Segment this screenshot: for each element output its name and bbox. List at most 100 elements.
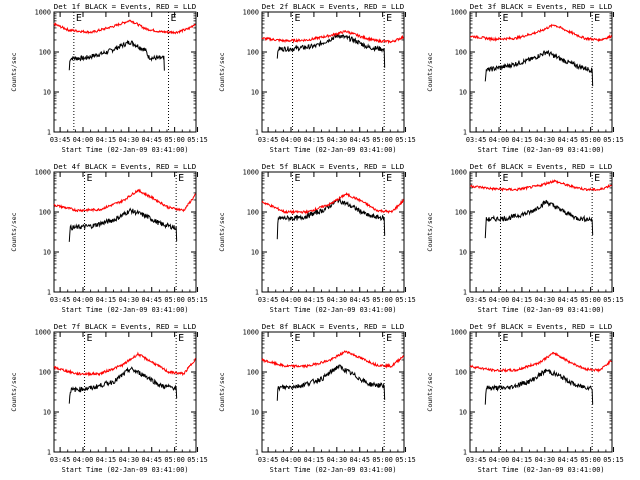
panel-det-5: Det 5f BLACK = Events, RED = LLD Counts/s… bbox=[218, 162, 416, 314]
y-axis-label: Counts/sec bbox=[10, 372, 18, 411]
x-tick-label: 05:15 bbox=[187, 456, 207, 464]
y-tick-label: 100 bbox=[455, 209, 467, 217]
x-tick-label: 03:45 bbox=[50, 296, 70, 304]
series-events-line bbox=[276, 33, 386, 68]
x-tick-label: 05:00 bbox=[372, 136, 392, 144]
y-tick-label: 10 bbox=[459, 89, 467, 97]
y-tick-label: 1 bbox=[47, 289, 51, 297]
x-axis-label: Start Time (02-Jan-09 03:41:00) bbox=[478, 306, 605, 314]
y-axis-label: Counts/sec bbox=[218, 212, 226, 251]
event-marker-label: E bbox=[503, 13, 509, 24]
x-axis-label: Start Time (02-Jan-09 03:41:00) bbox=[270, 146, 397, 154]
x-tick-label: 05:00 bbox=[164, 296, 184, 304]
x-tick-label: 03:45 bbox=[466, 296, 486, 304]
x-tick-label: 03:45 bbox=[258, 456, 278, 464]
y-axis-label: Counts/sec bbox=[10, 52, 18, 91]
series-lld-line bbox=[53, 19, 196, 35]
panel-det-7: Det 7f BLACK = Events, RED = LLD Counts/s… bbox=[10, 322, 208, 474]
x-tick-label: 04:45 bbox=[349, 136, 369, 144]
plot-frame bbox=[53, 331, 197, 453]
x-tick-label: 04:00 bbox=[489, 136, 509, 144]
y-tick-label: 1000 bbox=[451, 169, 467, 177]
event-marker-label: E bbox=[386, 333, 392, 344]
x-tick-label: 04:30 bbox=[327, 296, 347, 304]
panel-title: Det 8f BLACK = Events, RED = LLD bbox=[262, 322, 404, 331]
y-tick-label: 10 bbox=[43, 409, 51, 417]
y-tick-label: 10 bbox=[459, 249, 467, 257]
event-marker-label: E bbox=[178, 333, 184, 344]
y-axis-label: Counts/sec bbox=[426, 372, 434, 411]
x-tick-label: 04:45 bbox=[141, 456, 161, 464]
event-marker-label: E bbox=[594, 13, 600, 24]
y-tick-label: 100 bbox=[39, 369, 51, 377]
x-tick-label: 04:00 bbox=[281, 296, 301, 304]
plot-frame bbox=[469, 11, 613, 133]
y-axis-label: Counts/sec bbox=[218, 372, 226, 411]
y-tick-label: 10 bbox=[43, 249, 51, 257]
x-tick-label: 04:00 bbox=[73, 456, 93, 464]
x-tick-label: 05:15 bbox=[395, 296, 415, 304]
event-marker-label: E bbox=[178, 173, 184, 184]
x-tick-label: 04:15 bbox=[512, 456, 532, 464]
series-events-line bbox=[68, 207, 178, 242]
series-lld-line bbox=[469, 23, 613, 43]
series-lld-line bbox=[261, 29, 404, 45]
x-tick-label: 03:45 bbox=[258, 296, 278, 304]
y-tick-label: 1000 bbox=[35, 329, 51, 337]
series-events-line bbox=[484, 199, 594, 239]
x-tick-label: 04:45 bbox=[557, 456, 577, 464]
plot-frame bbox=[53, 171, 197, 293]
y-tick-label: 100 bbox=[455, 369, 467, 377]
y-axis-label: Counts/sec bbox=[426, 212, 434, 251]
panel-title: Det 3f BLACK = Events, RED = LLD bbox=[470, 2, 612, 11]
y-tick-label: 1000 bbox=[243, 169, 259, 177]
y-tick-label: 1 bbox=[47, 129, 51, 137]
x-tick-label: 04:00 bbox=[281, 456, 301, 464]
series-lld-line bbox=[469, 179, 612, 192]
event-marker-label: E bbox=[594, 173, 600, 184]
y-tick-label: 10 bbox=[459, 409, 467, 417]
series-events-line bbox=[276, 196, 386, 240]
x-tick-label: 04:15 bbox=[96, 456, 116, 464]
x-tick-label: 03:45 bbox=[258, 136, 278, 144]
panel-title: Det 5f BLACK = Events, RED = LLD bbox=[262, 162, 404, 171]
x-tick-label: 04:15 bbox=[512, 136, 532, 144]
series-lld-line bbox=[469, 351, 612, 373]
x-tick-label: 04:00 bbox=[489, 456, 509, 464]
plot-frame bbox=[261, 11, 405, 133]
x-tick-label: 04:45 bbox=[141, 296, 161, 304]
x-tick-label: 04:30 bbox=[327, 456, 347, 464]
plot-frame bbox=[261, 171, 405, 293]
x-tick-label: 04:15 bbox=[304, 296, 324, 304]
x-tick-label: 04:00 bbox=[73, 136, 93, 144]
x-tick-label: 05:15 bbox=[603, 296, 623, 304]
y-tick-label: 100 bbox=[247, 369, 259, 377]
series-lld-line bbox=[261, 349, 405, 369]
x-tick-label: 05:15 bbox=[395, 136, 415, 144]
panel-title: Det 6f BLACK = Events, RED = LLD bbox=[470, 162, 612, 171]
x-tick-label: 04:45 bbox=[141, 136, 161, 144]
x-axis-label: Start Time (02-Jan-09 03:41:00) bbox=[478, 146, 605, 154]
x-tick-label: 05:00 bbox=[164, 456, 184, 464]
x-tick-label: 04:30 bbox=[535, 456, 555, 464]
series-events-line bbox=[484, 49, 594, 87]
panel-det-6: Det 6f BLACK = Events, RED = LLD Counts/s… bbox=[426, 162, 624, 314]
event-marker-label: E bbox=[503, 173, 509, 184]
plot-frame bbox=[53, 11, 197, 133]
x-tick-label: 04:30 bbox=[535, 296, 555, 304]
x-axis-label: Start Time (02-Jan-09 03:41:00) bbox=[270, 466, 397, 474]
y-tick-label: 10 bbox=[251, 249, 259, 257]
event-marker-label: E bbox=[295, 333, 301, 344]
x-tick-label: 05:15 bbox=[603, 456, 623, 464]
panel-title: Det 9f BLACK = Events, RED = LLD bbox=[470, 322, 612, 331]
x-tick-label: 04:30 bbox=[327, 136, 347, 144]
x-tick-label: 04:15 bbox=[96, 296, 116, 304]
panel-title: Det 7f BLACK = Events, RED = LLD bbox=[54, 322, 196, 331]
panel-det-4: Det 4f BLACK = Events, RED = LLD Counts/s… bbox=[10, 162, 208, 314]
plot-frame bbox=[261, 331, 405, 453]
x-tick-label: 04:00 bbox=[281, 136, 301, 144]
x-tick-label: 04:00 bbox=[489, 296, 509, 304]
x-tick-label: 04:30 bbox=[535, 136, 555, 144]
event-marker-label: E bbox=[295, 173, 301, 184]
